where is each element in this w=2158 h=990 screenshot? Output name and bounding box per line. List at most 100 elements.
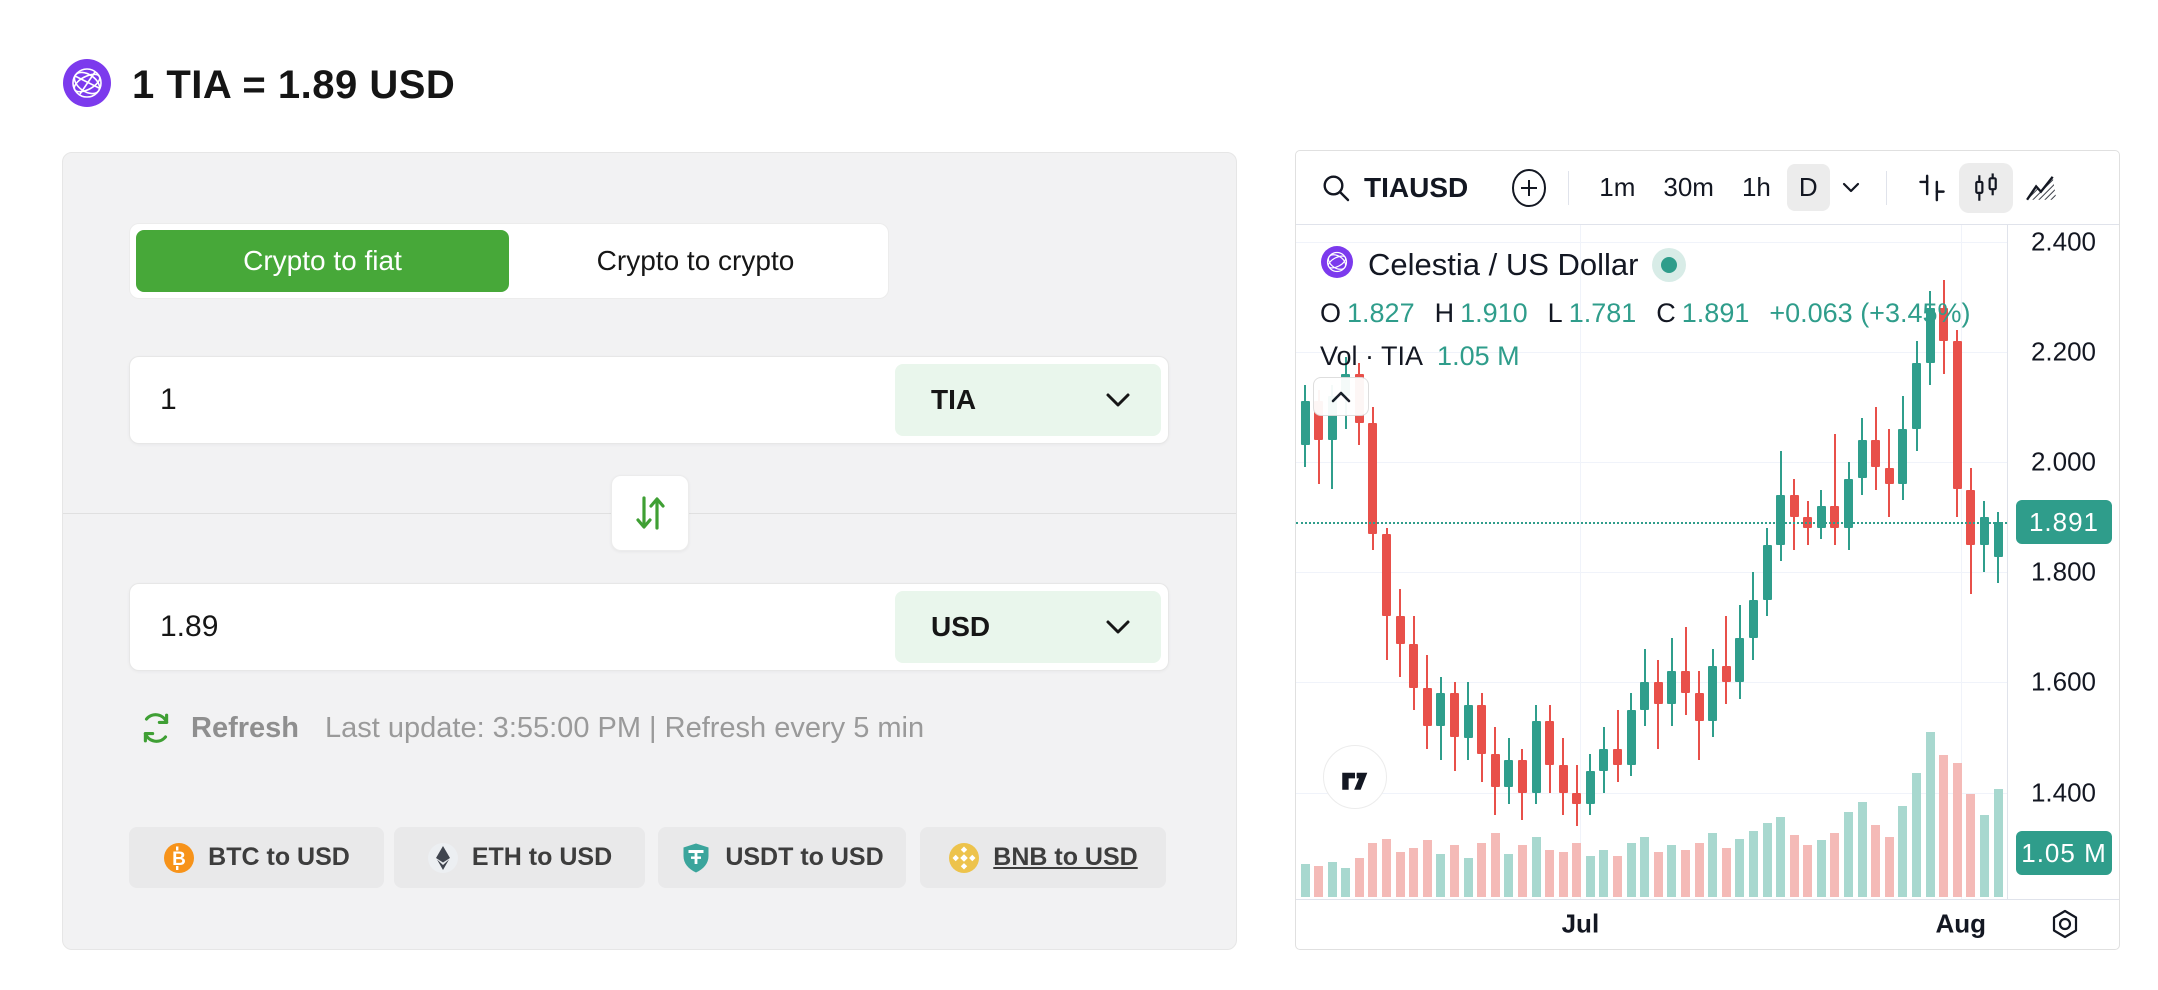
candle-wick [1725, 616, 1728, 705]
open-value: 1.827 [1347, 298, 1415, 328]
quick-link-eth-usd[interactable]: ETH to USD [394, 827, 645, 888]
quick-link-bnb-usd[interactable]: BNB to USD [920, 827, 1166, 888]
candle [1368, 423, 1378, 534]
interval-30m[interactable]: 30m [1663, 172, 1714, 202]
chart-style-bars-button[interactable] [1905, 163, 1959, 213]
volume-bar [1314, 866, 1324, 897]
from-amount-input[interactable] [130, 383, 895, 417]
volume-bar [1599, 849, 1609, 897]
volume-bar [1477, 843, 1487, 897]
from-currency-select[interactable]: TIA [895, 364, 1161, 436]
candle [1490, 754, 1500, 788]
candle-wick [1616, 710, 1619, 782]
candle [1463, 704, 1473, 738]
quick-link-label: USDT to USD [725, 843, 884, 871]
candle [1762, 544, 1772, 600]
interval-1m[interactable]: 1m [1599, 172, 1636, 202]
tab-crypto-to-crypto[interactable]: Crypto to crypto [596, 245, 795, 276]
volume-bar [1626, 843, 1636, 897]
candle [1939, 307, 1949, 341]
interval-1h[interactable]: 1h [1741, 172, 1771, 202]
refresh-icon[interactable] [137, 709, 175, 747]
to-currency-select[interactable]: USD [895, 591, 1161, 663]
eth-icon [427, 842, 458, 873]
volume-bar [1979, 814, 1989, 897]
swap-icon [636, 496, 665, 530]
grid-line [1296, 462, 2007, 463]
volume-bar [1585, 855, 1595, 898]
volume-bar [1776, 816, 1786, 897]
volume-bar [1884, 837, 1894, 897]
candle [1613, 748, 1622, 765]
chart-toolbar: TIAUSD 1m 30m 1h D [1296, 151, 2119, 225]
volume-bar [1422, 840, 1432, 897]
candle [1450, 693, 1459, 738]
candle [1626, 710, 1636, 766]
quick-link-label: ETH to USD [471, 843, 613, 871]
svg-text:B: B [172, 849, 186, 870]
celestia-logo-icon [1320, 245, 1354, 284]
candle-wick [1657, 660, 1660, 749]
volume-row: Vol · TIA 1.05 M [1320, 341, 1985, 372]
compare-add-button[interactable] [1508, 167, 1550, 209]
price-tick-label: 2.400 [2030, 226, 2097, 256]
volume-badge: 1.05 M [2016, 831, 2112, 875]
high-value: 1.910 [1460, 298, 1528, 328]
tab-crypto-to-fiat[interactable]: Crypto to fiat [136, 230, 509, 292]
market-status-icon [1652, 247, 1687, 282]
chart-style-area-button[interactable] [2013, 164, 2071, 212]
price-axis[interactable]: 1.891 1.05 M 2.400 2.200 2.000 1.800 1.600 1.… [2007, 225, 2119, 899]
refresh-row: Refresh Last update: 3:55:00 PM | Refres… [137, 709, 924, 747]
bars-style-icon [1918, 174, 1945, 201]
legend-collapse-button[interactable] [1313, 377, 1369, 416]
grid-line [1296, 351, 2007, 353]
swap-currencies-button[interactable] [611, 475, 689, 551]
grid-line [1296, 572, 2007, 574]
price-tick-label: 1.800 [2030, 556, 2097, 587]
candle [1952, 340, 1962, 490]
chart-plot-area[interactable] [1296, 225, 2007, 899]
area-style-icon [2025, 175, 2057, 200]
candle [1966, 489, 1976, 545]
volume-bar [1531, 837, 1541, 897]
volume-bar [1844, 812, 1853, 897]
candle [1640, 682, 1650, 710]
interval-menu-button[interactable] [1834, 177, 1868, 199]
candle [1327, 395, 1337, 440]
time-axis[interactable]: Jul Aug [1296, 899, 2119, 948]
to-currency-label: USD [931, 611, 991, 642]
search-icon [1323, 174, 1350, 201]
candle [1748, 599, 1758, 639]
quick-link-label: BTC to USD [208, 843, 350, 871]
conversion-mode-tabs: Crypto to fiat Crypto to crypto [129, 223, 889, 299]
candle [1871, 439, 1881, 468]
chart-settings-button[interactable] [2048, 907, 2082, 941]
volume-bar [1300, 864, 1310, 897]
toolbar-divider [1885, 170, 1887, 205]
to-amount-input[interactable] [130, 610, 895, 644]
candle [1517, 759, 1527, 793]
chart-style-candles-button[interactable] [1958, 162, 2013, 213]
candle [1912, 362, 1921, 429]
usdt-icon [683, 843, 709, 872]
toolbar-divider [1568, 170, 1570, 205]
volume-bar [1463, 857, 1473, 897]
volume-bar [1898, 806, 1908, 897]
volume-bar [1952, 762, 1962, 897]
last-price-badge: 1.891 [2016, 500, 2112, 544]
quick-link-usdt-usd[interactable]: USDT to USD [658, 827, 906, 888]
time-axis-label: Jul [1561, 908, 1600, 939]
volume-bar [1993, 788, 2003, 897]
volume-bar [1667, 845, 1677, 897]
symbol-search-button[interactable]: TIAUSD [1320, 172, 1468, 204]
refresh-button[interactable]: Refresh [191, 711, 299, 744]
tradingview-logo-icon[interactable] [1323, 745, 1387, 809]
candle [1436, 693, 1446, 727]
plus-circle-icon [1512, 168, 1547, 207]
candle [1531, 721, 1541, 793]
bnb-icon [949, 842, 980, 873]
interval-1D[interactable]: D [1786, 164, 1830, 211]
chart-title: Celestia / US Dollar [1368, 246, 1639, 282]
volume-bar [1708, 833, 1718, 897]
quick-link-btc-usd[interactable]: B BTC to USD [129, 827, 384, 888]
